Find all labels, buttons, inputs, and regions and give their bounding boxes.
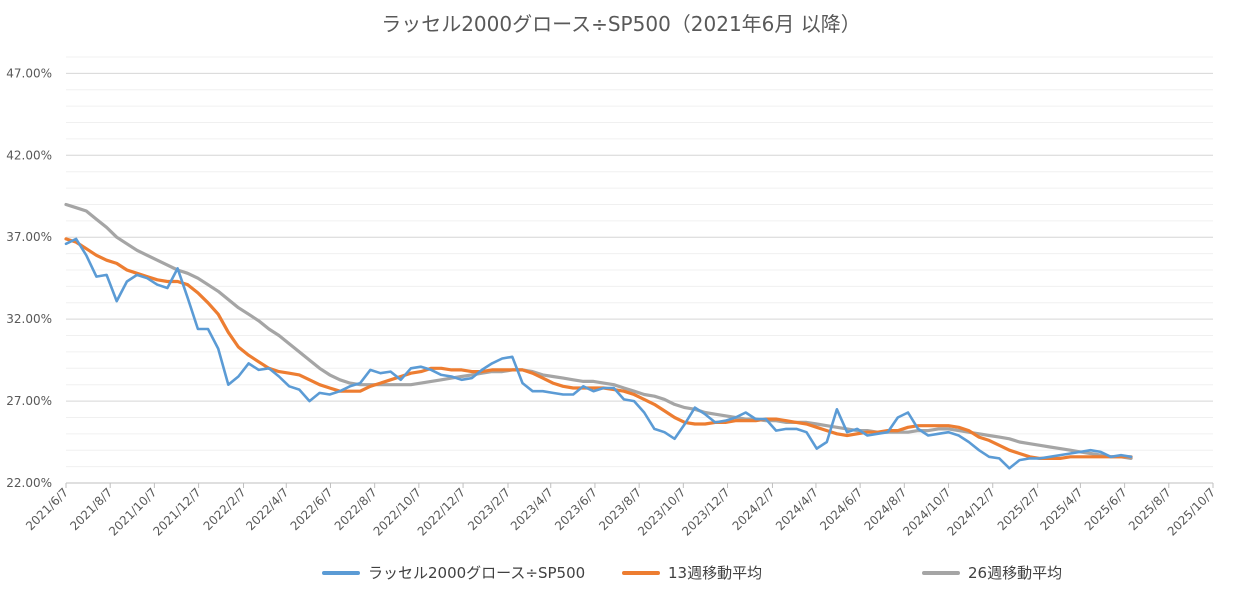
legend-swatch-gray	[922, 570, 960, 575]
legend: ラッセル2000グロース÷SP500 13週移動平均 26週移動平均	[0, 562, 1242, 586]
x-tick-label: 2022/12/7	[415, 485, 468, 538]
x-tick-label: 2021/6/7	[23, 485, 71, 533]
x-tick-label: 2024/4/7	[773, 485, 821, 533]
series-lines	[64, 202, 1133, 470]
x-tick-label: 2021/12/7	[150, 485, 203, 538]
x-tick-label: 2024/2/7	[730, 485, 778, 533]
series-line-ma26	[64, 202, 1133, 460]
y-tick-label: 42.00%	[6, 148, 52, 162]
chart-title: ラッセル2000グロース÷SP500（2021年6月 以降）	[381, 12, 861, 36]
x-tick-label: 2025/2/7	[995, 485, 1043, 533]
x-axis: 2021/6/72021/8/72021/10/72021/12/72022/2…	[23, 482, 1218, 539]
y-tick-label: 27.00%	[6, 394, 52, 408]
x-tick-label: 2025/10/7	[1165, 485, 1218, 538]
legend-label: ラッセル2000グロース÷SP500	[368, 564, 586, 582]
gridlines	[66, 56, 1213, 484]
x-tick-label: 2025/6/7	[1082, 485, 1130, 533]
y-axis: 22.00% 27.00% 32.00% 37.00% 42.00% 47.00%	[6, 66, 52, 490]
x-tick-label: 2024/12/7	[944, 485, 997, 538]
x-tick-label: 2023/6/7	[552, 485, 600, 533]
x-tick-label: 2022/6/7	[288, 485, 336, 533]
legend-label: 13週移動平均	[668, 564, 763, 582]
y-tick-label: 37.00%	[6, 230, 52, 244]
x-tick-label: 2024/6/7	[817, 485, 865, 533]
x-tick-label: 2022/4/7	[243, 485, 291, 533]
series-line-rut-spx	[64, 237, 1133, 470]
x-tick-label: 2023/12/7	[679, 485, 732, 538]
legend-item-rut-spx: ラッセル2000グロース÷SP500	[322, 562, 585, 583]
legend-item-ma26: 26週移動平均	[922, 562, 1062, 583]
legend-swatch-blue	[322, 570, 360, 575]
y-tick-label: 47.00%	[6, 66, 52, 80]
y-tick-label: 22.00%	[6, 476, 52, 490]
legend-item-ma13: 13週移動平均	[622, 562, 762, 583]
x-tick-label: 2025/4/7	[1038, 485, 1086, 533]
x-tick-label: 2023/4/7	[508, 485, 556, 533]
x-tick-label: 2022/2/7	[201, 485, 249, 533]
x-tick-label: 2023/2/7	[465, 485, 513, 533]
series-line-ma13	[64, 237, 1133, 460]
y-tick-label: 32.00%	[6, 312, 52, 326]
legend-swatch-orange	[622, 570, 660, 575]
legend-label: 26週移動平均	[968, 564, 1063, 582]
